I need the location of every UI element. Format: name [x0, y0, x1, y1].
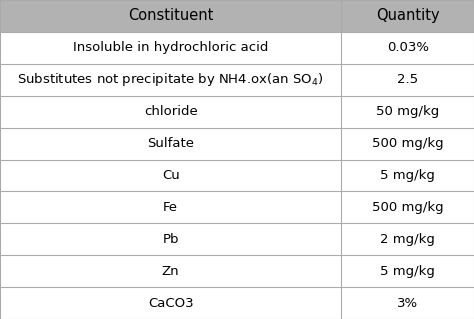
Text: 5 mg/kg: 5 mg/kg	[380, 265, 435, 278]
Text: 2.5: 2.5	[397, 73, 418, 86]
Bar	[0, 128, 341, 160]
Bar	[0, 287, 341, 319]
Text: 50 mg/kg: 50 mg/kg	[376, 105, 439, 118]
Bar	[0, 32, 341, 64]
Text: 5 mg/kg: 5 mg/kg	[380, 169, 435, 182]
Bar	[341, 0, 474, 32]
Text: Quantity: Quantity	[376, 8, 439, 24]
Text: Cu: Cu	[162, 169, 180, 182]
Bar	[341, 191, 474, 223]
Bar	[341, 223, 474, 255]
Bar	[341, 96, 474, 128]
Bar	[0, 160, 341, 191]
Text: 500 mg/kg: 500 mg/kg	[372, 137, 444, 150]
Text: chloride: chloride	[144, 105, 198, 118]
Text: Pb: Pb	[163, 233, 179, 246]
Text: 2 mg/kg: 2 mg/kg	[380, 233, 435, 246]
Bar	[0, 64, 341, 96]
Bar	[341, 64, 474, 96]
Bar	[341, 255, 474, 287]
Bar	[341, 128, 474, 160]
Text: Substitutes not precipitate by NH4.ox(an SO$_4$): Substitutes not precipitate by NH4.ox(an…	[18, 71, 324, 88]
Text: Insoluble in hydrochloric acid: Insoluble in hydrochloric acid	[73, 41, 268, 54]
Text: CaCO3: CaCO3	[148, 297, 193, 309]
Bar	[0, 223, 341, 255]
Bar	[0, 255, 341, 287]
Text: Sulfate: Sulfate	[147, 137, 194, 150]
Bar	[0, 96, 341, 128]
Bar	[0, 191, 341, 223]
Text: 500 mg/kg: 500 mg/kg	[372, 201, 444, 214]
Text: 0.03%: 0.03%	[387, 41, 428, 54]
Bar	[341, 287, 474, 319]
Bar	[341, 160, 474, 191]
Text: Fe: Fe	[163, 201, 178, 214]
Bar	[0, 0, 341, 32]
Text: Zn: Zn	[162, 265, 180, 278]
Text: Constituent: Constituent	[128, 8, 213, 24]
Bar	[341, 32, 474, 64]
Text: 3%: 3%	[397, 297, 418, 309]
